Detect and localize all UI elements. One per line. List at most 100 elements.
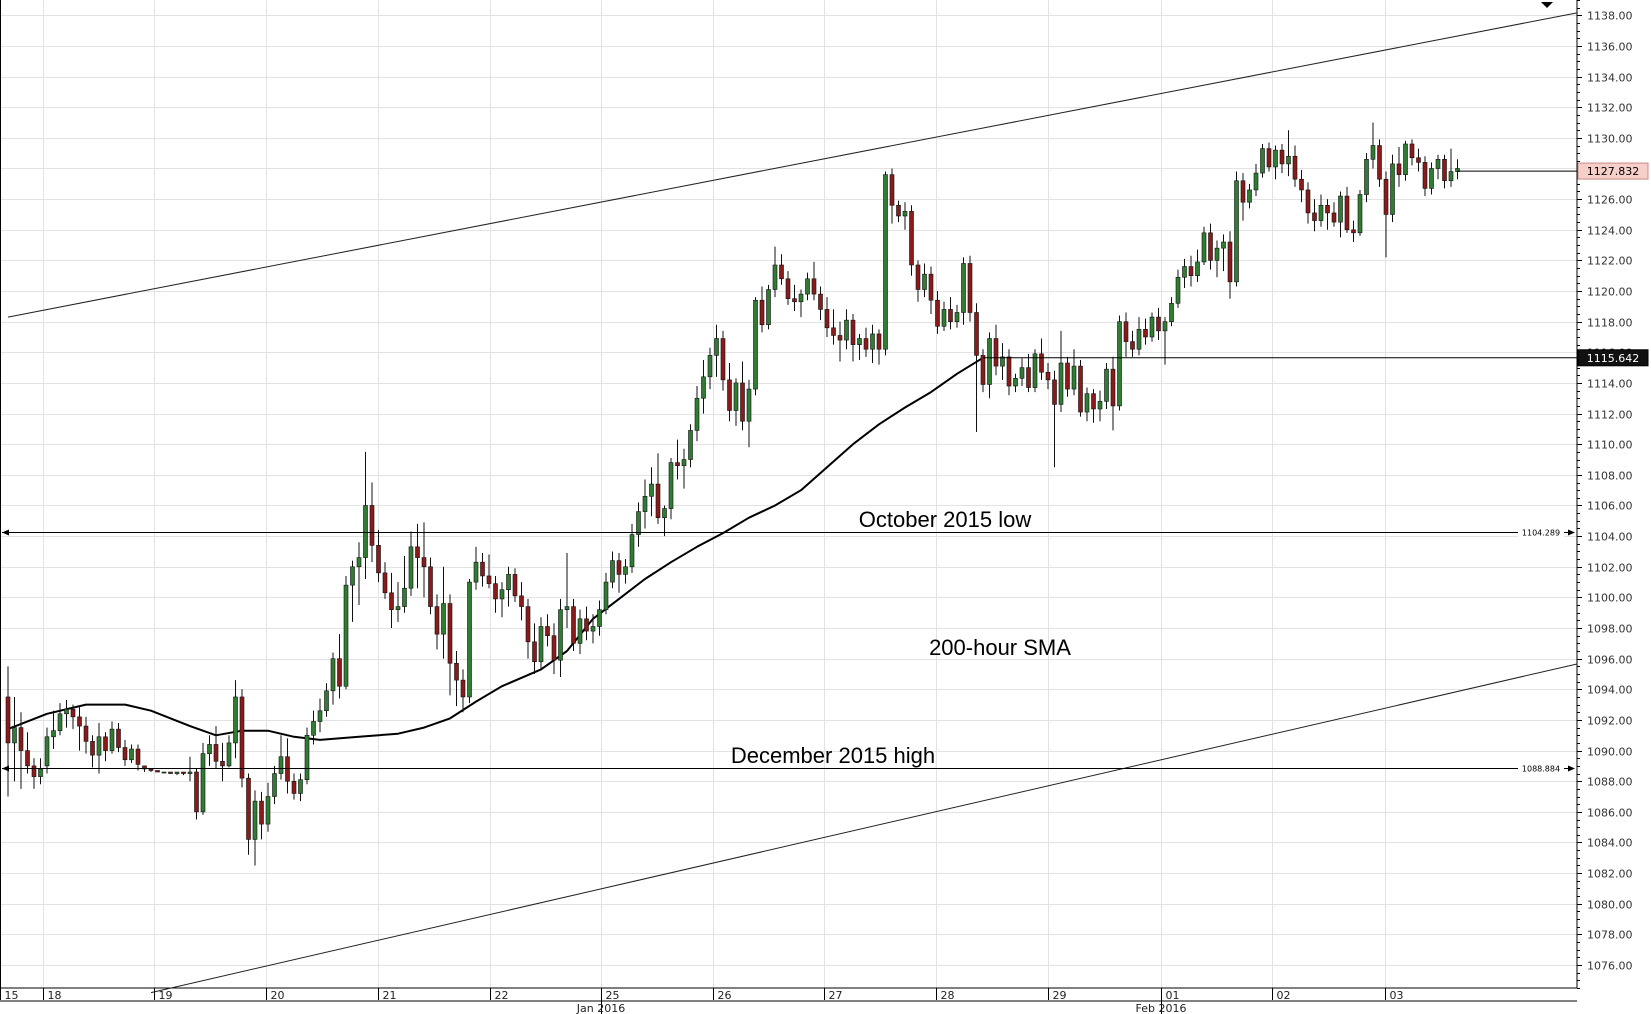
candle xyxy=(220,742,225,782)
y-tick-label: 1102.00 xyxy=(1587,562,1633,575)
candle-body-down xyxy=(545,626,550,636)
candle-body-down xyxy=(135,748,141,765)
candle-body-down xyxy=(1039,353,1044,373)
candle-body-up xyxy=(1019,367,1025,379)
candle-body-up xyxy=(1097,401,1103,410)
candle-body-up xyxy=(688,430,693,460)
candle xyxy=(96,723,102,774)
x-tick-label: 21 xyxy=(383,989,397,1002)
x-axis: 15 18 19 20 21 22 25 26 27 28 29 01 02 03 Jan 2016 Feb … xyxy=(0,0,1577,1014)
candle xyxy=(356,542,362,606)
sma-tag: 1115.642 xyxy=(1587,352,1640,365)
candle-body-down xyxy=(818,293,823,310)
candle-body-down xyxy=(1442,159,1447,182)
y-tick-label: 1080.00 xyxy=(1587,899,1633,912)
candle xyxy=(83,716,89,754)
candle xyxy=(805,272,810,301)
candle-body-up xyxy=(961,263,966,313)
candle xyxy=(1338,191,1343,238)
candle-body-down xyxy=(675,462,680,466)
candle-body-up xyxy=(987,338,992,385)
candle-body-up xyxy=(1058,362,1064,405)
candle xyxy=(935,291,940,334)
candle-body-up xyxy=(1175,276,1181,304)
candle xyxy=(1286,130,1291,177)
candle xyxy=(772,246,778,298)
candle xyxy=(402,556,407,613)
channel-lines xyxy=(7,12,1578,994)
candle-body-up xyxy=(1032,353,1038,388)
candle-body-down xyxy=(116,728,121,748)
candle xyxy=(512,568,518,602)
candle-body-up xyxy=(1117,321,1122,407)
candle xyxy=(707,347,713,390)
candle-body-up xyxy=(350,566,355,586)
candle xyxy=(1409,139,1415,166)
candle-body-down xyxy=(5,696,11,744)
candle xyxy=(1182,258,1187,288)
candle xyxy=(337,634,342,699)
candle xyxy=(1169,297,1174,327)
candle xyxy=(558,598,563,678)
candle-body-up xyxy=(96,736,102,756)
candle-body-down xyxy=(246,777,251,840)
candle xyxy=(610,551,615,589)
candle-body-up xyxy=(649,483,654,497)
candle-body-down xyxy=(155,770,160,773)
candle xyxy=(350,560,355,622)
candle xyxy=(746,379,752,448)
candle-body-up xyxy=(597,609,602,627)
candle xyxy=(1032,349,1038,393)
candle xyxy=(415,523,420,589)
candle xyxy=(636,502,641,547)
candle-body-down xyxy=(337,658,342,687)
candle-body-down xyxy=(909,211,914,266)
candle-body-down xyxy=(1299,178,1304,191)
candle xyxy=(1253,163,1259,197)
candle-body-up xyxy=(805,278,810,295)
candle-body-up xyxy=(1195,261,1200,277)
candle xyxy=(168,771,173,774)
candle xyxy=(395,582,401,622)
candle xyxy=(1052,370,1057,468)
candle xyxy=(213,726,219,769)
channel-upper-line xyxy=(7,12,1578,318)
candle-body-up xyxy=(610,560,615,583)
candle-body-up xyxy=(38,768,43,777)
level-arrow-right xyxy=(1568,765,1575,772)
candle xyxy=(1403,140,1408,181)
candle xyxy=(857,333,862,360)
candle-body-up xyxy=(746,388,752,422)
candle xyxy=(1058,330,1064,413)
candle xyxy=(720,330,726,391)
y-tick-label: 1108.00 xyxy=(1587,470,1633,483)
candle xyxy=(25,732,30,774)
candle-body-down xyxy=(837,335,843,341)
level-label-bg xyxy=(1518,526,1564,538)
candle xyxy=(909,205,914,276)
x-tick-label: 02 xyxy=(1277,989,1291,1002)
candle xyxy=(1416,148,1421,172)
y-tick-label: 1136.00 xyxy=(1587,41,1633,54)
candle-body-up xyxy=(883,174,888,350)
candle xyxy=(688,424,693,468)
candle-body-up xyxy=(343,584,349,687)
candle xyxy=(753,297,758,396)
candle xyxy=(584,606,589,641)
scroll-marker-icon[interactable] xyxy=(1541,2,1553,8)
candle-body-down xyxy=(915,264,921,290)
candle xyxy=(480,552,485,587)
candle-body-down xyxy=(584,618,589,632)
candle xyxy=(1247,183,1252,209)
candle-body-up xyxy=(1234,180,1239,283)
candle xyxy=(70,704,76,730)
candle-body-down xyxy=(720,338,726,381)
candle xyxy=(525,598,531,659)
candle-body-down xyxy=(1292,155,1298,180)
candle xyxy=(486,554,492,589)
y-tick-label: 1126.00 xyxy=(1587,194,1633,207)
candle xyxy=(51,710,56,750)
y-tick-label: 1130.00 xyxy=(1587,133,1633,146)
candle-body-up xyxy=(538,626,544,663)
candle xyxy=(467,579,472,704)
